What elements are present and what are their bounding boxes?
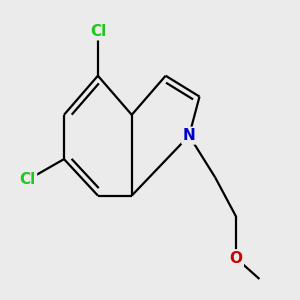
Text: Cl: Cl xyxy=(90,24,106,39)
Text: N: N xyxy=(183,128,196,143)
Text: O: O xyxy=(230,250,242,266)
Text: Cl: Cl xyxy=(20,172,36,188)
